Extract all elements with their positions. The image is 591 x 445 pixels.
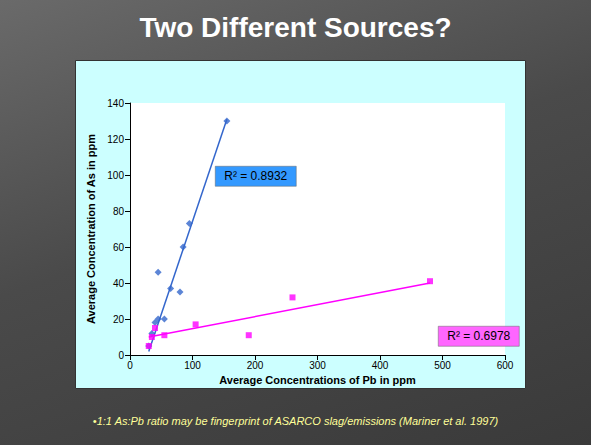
svg-text:•1:1 As:Pb ratio may be finger: •1:1 As:Pb ratio may be fingerprint of A… <box>93 415 499 427</box>
svg-text:R² = 0.6978: R² = 0.6978 <box>447 329 510 343</box>
svg-text:80: 80 <box>113 206 125 217</box>
svg-text:100: 100 <box>184 360 201 371</box>
svg-text:400: 400 <box>372 360 389 371</box>
svg-text:0: 0 <box>127 360 133 371</box>
svg-text:60: 60 <box>113 242 125 253</box>
svg-text:300: 300 <box>309 360 326 371</box>
svg-text:200: 200 <box>247 360 264 371</box>
svg-text:120: 120 <box>107 134 124 145</box>
svg-text:Average Concentrations of Pb i: Average Concentrations of Pb in ppm <box>219 374 416 386</box>
svg-text:140: 140 <box>107 98 124 109</box>
svg-text:100: 100 <box>107 170 124 181</box>
svg-text:0: 0 <box>118 350 124 361</box>
svg-text:Average Concentration of As in: Average Concentration of As in ppm <box>85 134 97 324</box>
svg-text:600: 600 <box>497 360 514 371</box>
svg-text:20: 20 <box>113 314 125 325</box>
svg-text:500: 500 <box>434 360 451 371</box>
svg-text:R² = 0.8932: R² = 0.8932 <box>224 169 287 183</box>
svg-text:40: 40 <box>113 278 125 289</box>
svg-text:Two Different Sources?: Two Different Sources? <box>139 12 451 43</box>
